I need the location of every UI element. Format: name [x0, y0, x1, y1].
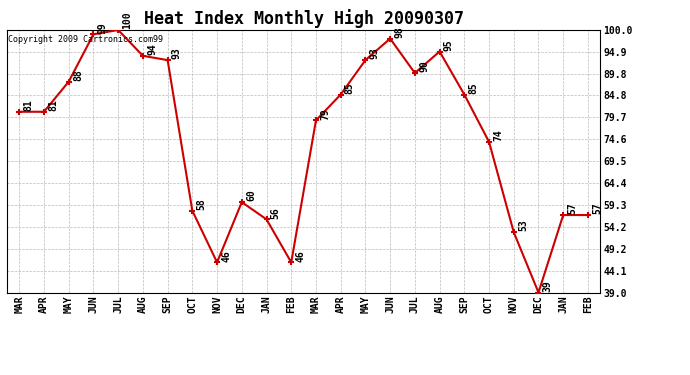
Text: 58: 58 [197, 198, 206, 210]
Text: 88: 88 [73, 69, 83, 81]
Text: 60: 60 [246, 190, 256, 201]
Text: 94: 94 [147, 43, 157, 55]
Text: 57: 57 [592, 202, 602, 214]
Text: 81: 81 [48, 99, 58, 111]
Text: 93: 93 [370, 48, 380, 59]
Text: 39: 39 [542, 280, 553, 292]
Text: 46: 46 [295, 250, 306, 262]
Text: 56: 56 [270, 207, 281, 219]
Text: 85: 85 [345, 82, 355, 94]
Text: 57: 57 [567, 202, 578, 214]
Text: 95: 95 [444, 39, 454, 51]
Text: 74: 74 [493, 129, 503, 141]
Text: 46: 46 [221, 250, 231, 262]
Text: 79: 79 [320, 108, 330, 120]
Text: 93: 93 [172, 48, 181, 59]
Text: 98: 98 [394, 26, 404, 38]
Title: Heat Index Monthly High 20090307: Heat Index Monthly High 20090307 [144, 9, 464, 28]
Text: Copyright 2009 Cartronics.com99: Copyright 2009 Cartronics.com99 [8, 35, 163, 44]
Text: 99: 99 [97, 22, 108, 33]
Text: 53: 53 [518, 220, 528, 231]
Text: 100: 100 [122, 12, 132, 29]
Text: 85: 85 [469, 82, 478, 94]
Text: 90: 90 [419, 60, 429, 72]
Text: 81: 81 [23, 99, 33, 111]
